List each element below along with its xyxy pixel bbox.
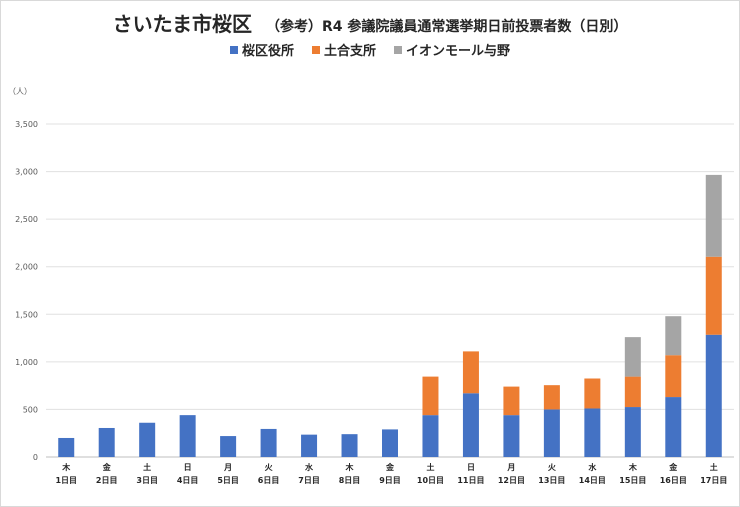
bar-12-series-1: [503, 415, 520, 457]
legend-item-sakuraku: 桜区役所: [229, 40, 294, 59]
bar-1-series-1: [58, 437, 75, 457]
x-tick-dow-8: 木: [345, 462, 355, 472]
x-tick-dow-1: 木: [61, 462, 71, 472]
x-tick-day-7: 7日目: [298, 476, 320, 485]
bar-5-series-1: [220, 436, 237, 457]
bar-16-series-3: [665, 316, 682, 356]
bar-15-series-3: [624, 337, 641, 377]
x-tick-dow-17: 土: [710, 462, 718, 472]
x-tick-day-9: 9日目: [379, 476, 401, 485]
bar-10-series-2: [422, 376, 439, 416]
legend-label-doai: 土合支所: [323, 44, 376, 59]
x-tick-day-13: 13日目: [538, 476, 565, 485]
x-tick-dow-15: 木: [628, 462, 638, 472]
bar-14-series-1: [584, 408, 601, 457]
y-tick-label-1000: 1,000: [15, 358, 38, 367]
bar-11-series-1: [462, 393, 479, 457]
x-tick-dow-2: 金: [102, 462, 112, 472]
x-tick-dow-11: 日: [467, 463, 475, 472]
x-tick-day-5: 5日目: [217, 476, 239, 485]
bar-16-series-2: [665, 355, 682, 398]
chart-title-main: さいたま市桜区: [112, 12, 252, 36]
x-tick-dow-13: 火: [548, 463, 557, 472]
bar-9-series-1: [382, 429, 398, 457]
y-tick-label-2000: 2,000: [15, 263, 38, 272]
bar-17-series-3: [705, 174, 722, 257]
y-tick-label-0: 0: [33, 453, 38, 462]
bar-7-series-1: [301, 434, 318, 457]
bar-13-series-2: [543, 385, 560, 410]
legend-item-doai: 土合支所: [311, 40, 376, 59]
bar-4-series-1: [179, 415, 196, 457]
bar-10-series-1: [422, 415, 439, 457]
x-tick-day-8: 8日目: [339, 476, 361, 485]
bar-17-series-1: [705, 334, 722, 457]
x-tick-dow-6: 火: [265, 463, 274, 472]
y-tick-label-500: 500: [23, 405, 38, 414]
x-tick-dow-5: 月: [223, 463, 232, 472]
bar-8-series-1: [341, 434, 358, 457]
bar-15-series-1: [624, 407, 641, 457]
bar-17-series-2: [705, 256, 722, 335]
x-tick-day-12: 12日目: [498, 476, 525, 485]
x-tick-dow-14: 水: [587, 462, 597, 472]
x-tick-day-16: 16日目: [660, 476, 687, 485]
legend: 桜区役所 土合支所 イオンモール与野: [0, 40, 740, 59]
x-tick-day-14: 14日目: [579, 476, 606, 485]
x-tick-day-11: 11日目: [457, 476, 484, 485]
x-tick-day-17: 17日目: [700, 476, 727, 485]
x-tick-day-4: 4日目: [177, 476, 199, 485]
bar-2-series-1: [98, 427, 115, 457]
x-tick-dow-4: 日: [184, 463, 192, 472]
legend-label-aeon: イオンモール与野: [406, 44, 511, 59]
y-tick-label-1500: 1,500: [15, 310, 38, 319]
chart-title-sub: （参考）R4 参議院議員通常選挙期日前投票者数（日別）: [266, 19, 628, 35]
x-tick-day-6: 6日目: [258, 476, 280, 485]
bar-12-series-2: [503, 386, 520, 416]
x-tick-dow-10: 土: [426, 462, 434, 472]
bar-13-series-1: [543, 409, 560, 457]
legend-label-sakuraku: 桜区役所: [241, 44, 294, 59]
y-axis-unit-label: （人）: [8, 87, 32, 96]
y-tick-label-2500: 2,500: [15, 215, 38, 224]
bar-3-series-1: [139, 422, 156, 457]
x-tick-dow-12: 月: [506, 463, 515, 472]
x-tick-day-1: 1日目: [55, 476, 77, 485]
x-tick-day-10: 10日目: [417, 476, 444, 485]
bar-14-series-2: [584, 378, 601, 409]
x-tick-day-3: 3日目: [136, 476, 158, 485]
x-tick-dow-7: 水: [304, 462, 314, 472]
y-tick-label-3000: 3,000: [15, 168, 38, 177]
legend-swatch-aeon: [394, 45, 402, 54]
x-tick-day-15: 15日目: [619, 476, 646, 485]
y-tick-label-3500: 3,500: [15, 120, 38, 129]
bar-16-series-1: [665, 397, 682, 457]
legend-swatch-doai: [311, 45, 320, 54]
x-tick-day-2: 2日目: [96, 476, 118, 485]
chart-title: さいたま市桜区 （参考）R4 参議院議員通常選挙期日前投票者数（日別）: [0, 8, 740, 37]
x-tick-dow-16: 金: [668, 462, 678, 472]
legend-swatch-sakuraku: [229, 45, 238, 54]
legend-item-aeon: イオンモール与野: [394, 40, 510, 59]
bar-6-series-1: [260, 428, 277, 457]
x-tick-dow-3: 土: [143, 462, 151, 472]
bar-11-series-2: [462, 351, 479, 394]
bar-15-series-2: [624, 376, 641, 408]
x-tick-dow-9: 金: [385, 462, 395, 472]
